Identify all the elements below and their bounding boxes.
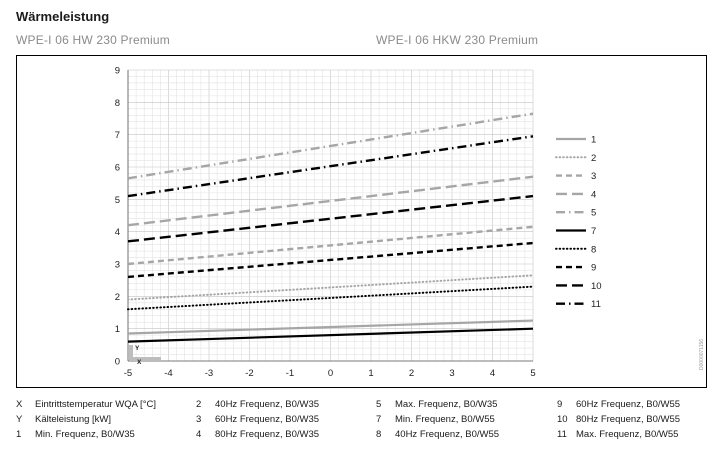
- footnote-row: 2 40Hz Frequenz, B0/W35: [196, 397, 319, 412]
- legend-label: 10: [591, 281, 602, 292]
- legend-label: 11: [591, 299, 601, 310]
- subtitle-right: WPE-I 06 HKW 230 Premium: [376, 33, 539, 47]
- x-tick-label: 5: [530, 368, 535, 379]
- footnote-text: 40Hz Frequenz, B0/W35: [215, 399, 320, 410]
- x-tick-label: -1: [286, 368, 294, 379]
- footnote-key: 9: [557, 399, 563, 410]
- chart-frame: [16, 55, 707, 388]
- x-tick-label: 1: [368, 368, 373, 379]
- footnote-text: 80Hz Frequenz, B0/W35: [215, 429, 320, 440]
- axis-marker-horizontal: [129, 357, 161, 361]
- page-title: Wärmeleistung: [16, 9, 110, 24]
- footnote-row: 7 Min. Frequenz, B0/W55: [376, 412, 499, 427]
- legend-label: 3: [591, 171, 596, 182]
- footnote-text: 40Hz Frequenz, B0/W55: [395, 429, 500, 440]
- footnote-row: 4 80Hz Frequenz, B0/W35: [196, 427, 319, 442]
- y-tick-label: 8: [115, 98, 120, 109]
- footnote-key: X: [16, 399, 23, 410]
- series-line-5: [127, 112, 534, 180]
- footnote-column: 2 40Hz Frequenz, B0/W35 3 60Hz Frequenz, B…: [196, 397, 319, 442]
- series-line-11: [127, 135, 534, 198]
- y-tick-label: 4: [115, 227, 120, 238]
- footnote-key: 11: [557, 429, 567, 440]
- x-tick-label: -5: [124, 368, 132, 379]
- x-axis-label: X: [137, 359, 142, 366]
- footnote-row: X Eintrittstemperatur WQA [°C]: [16, 397, 156, 412]
- legend-label: 5: [591, 208, 596, 219]
- footnote-column: X Eintrittstemperatur WQA [°C] Y Kälteleis…: [16, 397, 156, 442]
- footnote-column: 9 60Hz Frequenz, B0/W55 10 80Hz Frequenz, …: [557, 397, 680, 442]
- legend-label: 8: [591, 244, 596, 255]
- y-tick-label: 0: [115, 357, 120, 368]
- series-line-9: [127, 241, 534, 279]
- x-tick-label: 3: [449, 368, 454, 379]
- footnote-row: Y Kälteleistung [kW]: [16, 412, 156, 427]
- series-line-10: [127, 194, 534, 243]
- footnote-text: Eintrittstemperatur WQA [°C]: [35, 399, 156, 410]
- footnote-key: Y: [16, 414, 23, 425]
- y-tick-label: 1: [115, 324, 120, 335]
- legend-label: 9: [591, 263, 596, 274]
- y-tick-label: 6: [115, 163, 120, 174]
- footnote-key: 3: [196, 414, 202, 425]
- footnote-text: 60Hz Frequenz, B0/W35: [215, 414, 320, 425]
- y-tick-label: 9: [115, 66, 120, 77]
- series-line-8: [127, 285, 534, 311]
- x-tick-label: -3: [205, 368, 213, 379]
- y-tick-label: 5: [115, 195, 120, 206]
- footnote-key: 2: [196, 399, 202, 410]
- series-line-1: [127, 319, 534, 335]
- y-tick-label: 2: [115, 292, 120, 303]
- footnote-text: Max. Frequenz, B0/W35: [395, 399, 498, 410]
- footnote-row: 8 40Hz Frequenz, B0/W55: [376, 427, 499, 442]
- document-code: D0000071156: [699, 338, 705, 370]
- footnote-text: Min. Frequenz, B0/W35: [35, 429, 135, 440]
- x-tick-label: 0: [328, 368, 333, 379]
- footnote-key: 7: [376, 414, 382, 425]
- footnote-key: 1: [16, 429, 22, 440]
- footnote-row: 10 80Hz Frequenz, B0/W55: [557, 412, 680, 427]
- footnote-text: Max. Frequenz, B0/W55: [576, 429, 679, 440]
- x-tick-label: -4: [164, 368, 172, 379]
- footnote-column: 5 Max. Frequenz, B0/W35 7 Min. Frequenz, B…: [376, 397, 499, 442]
- legend-label: 4: [591, 189, 596, 200]
- footnote-key: 5: [376, 399, 382, 410]
- footnote-key: 8: [376, 429, 382, 440]
- footnote-text: Min. Frequenz, B0/W55: [395, 414, 495, 425]
- footnote-text: 60Hz Frequenz, B0/W55: [576, 399, 681, 410]
- y-tick-label: 3: [115, 260, 120, 271]
- series-line-3: [127, 225, 534, 266]
- x-tick-label: -2: [245, 368, 253, 379]
- series-line-4: [127, 175, 534, 227]
- series-line-2: [127, 274, 534, 301]
- legend-label: 7: [591, 226, 596, 237]
- footnote-row: 1 Min. Frequenz, B0/W35: [16, 427, 156, 442]
- footnote-row: 9 60Hz Frequenz, B0/W55: [557, 397, 680, 412]
- footnote-text: 80Hz Frequenz, B0/W55: [576, 414, 681, 425]
- x-tick-label: 2: [409, 368, 414, 379]
- y-tick-label: 7: [115, 130, 120, 141]
- subtitle-left: WPE-I 06 HW 230 Premium: [16, 33, 170, 47]
- legend-label: 2: [591, 153, 596, 164]
- footnote-key: 4: [196, 429, 202, 440]
- footnote-row: 11 Max. Frequenz, B0/W55: [557, 427, 680, 442]
- series-line-7: [127, 327, 534, 343]
- axis-marker-vertical: [129, 345, 133, 361]
- y-axis-label: Y: [135, 345, 140, 352]
- x-tick-label: 4: [490, 368, 495, 379]
- footnote-row: 3 60Hz Frequenz, B0/W35: [196, 412, 319, 427]
- footnote-key: 10: [557, 414, 568, 425]
- legend-label: 1: [591, 135, 596, 146]
- footnote-row: 5 Max. Frequenz, B0/W35: [376, 397, 499, 412]
- footnote-text: Kälteleistung [kW]: [35, 414, 112, 425]
